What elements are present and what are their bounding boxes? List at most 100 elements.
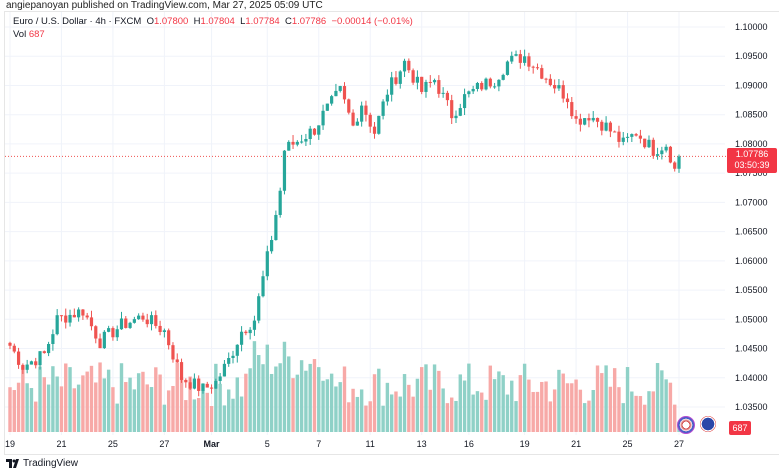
volume-bar [527, 379, 531, 432]
volume-bar [141, 371, 145, 432]
time-tick-label: 27 [674, 439, 684, 449]
volume-bar [12, 390, 16, 432]
volume-bar [244, 373, 248, 432]
candle-body [364, 105, 368, 115]
candle-body [574, 116, 578, 119]
volume-bar [145, 384, 149, 432]
time-tick-label: 16 [464, 439, 474, 449]
candle-body [201, 383, 205, 391]
volume-bar [450, 397, 454, 432]
candle-body [570, 102, 574, 117]
candle-body [119, 318, 124, 330]
candle-body [244, 331, 248, 334]
volume-bar [136, 373, 141, 432]
volume-bar [467, 363, 471, 432]
price-tick-label: 1.08000 [735, 139, 768, 149]
volume-bar [480, 392, 484, 432]
volume-bar [552, 389, 557, 432]
candle-body [518, 54, 522, 63]
candle-body [102, 331, 106, 349]
candle-body [111, 328, 115, 338]
volume-bar [196, 397, 201, 432]
volume-bar [128, 377, 132, 432]
eu-flag-icon[interactable] [700, 416, 716, 432]
volume-bar [514, 401, 518, 432]
candle-body [454, 115, 458, 119]
candle-body [154, 315, 158, 326]
candle-body [38, 351, 42, 366]
volume-bar [59, 386, 64, 432]
candle-body [351, 112, 355, 126]
candle-body [668, 146, 673, 163]
volume-bar [518, 375, 523, 432]
price-tick-label: 1.06500 [735, 227, 768, 237]
us-flag-icon[interactable] [677, 416, 695, 434]
candle-body [145, 319, 149, 325]
candle-body [557, 85, 561, 89]
candle-body [535, 67, 540, 69]
price-tick-label: 1.09500 [735, 51, 768, 61]
candle-body [25, 364, 29, 370]
volume-bar [329, 373, 334, 432]
time-tick-label: 19 [520, 439, 530, 449]
low-label: L [240, 16, 246, 27]
volume-bar [510, 380, 514, 432]
candle-body [124, 318, 128, 328]
volume-bar [368, 401, 372, 432]
candle-body [450, 100, 454, 119]
volume-bar [381, 405, 385, 432]
candle-body [625, 136, 630, 138]
candle-body [227, 357, 231, 364]
candle-body [278, 190, 282, 215]
volume-bar [673, 404, 677, 432]
candle-body [239, 331, 244, 345]
volume-bar [25, 383, 29, 432]
volume-bar [334, 386, 338, 432]
candle-body [360, 105, 364, 122]
time-tick-label: 5 [265, 439, 270, 449]
candle-body [677, 156, 681, 169]
volume-bar [638, 396, 643, 432]
current-price: 1.07786 [735, 149, 769, 159]
volume-bar [647, 391, 651, 432]
candle-body [402, 60, 407, 72]
volume-bar [282, 341, 287, 432]
candle-body [295, 141, 299, 145]
price-tick-label: 1.07500 [735, 168, 768, 178]
volume-bar [76, 384, 81, 432]
candle-body [462, 94, 467, 109]
candle-body [94, 326, 98, 339]
candle-body [514, 54, 518, 56]
volume-bar [106, 369, 111, 432]
volume-bar [548, 401, 553, 432]
candle-body [673, 162, 677, 169]
time-tick-label: 13 [417, 439, 427, 449]
price-tick-label: 1.08500 [735, 110, 768, 120]
volume-bar [205, 392, 209, 432]
candle-body [501, 74, 505, 80]
volume-bar [124, 382, 128, 432]
price-tick-label: 1.03500 [735, 402, 768, 412]
volume-bar [634, 395, 638, 432]
volume-bar [269, 373, 274, 432]
candle-body [510, 55, 514, 62]
chart-frame[interactable] [4, 11, 779, 455]
volume-bar [531, 391, 535, 432]
candle-body [59, 315, 64, 317]
candle-body [420, 76, 424, 92]
volume-bar [492, 379, 497, 432]
volume-bar [162, 404, 167, 432]
volume-bar [668, 382, 673, 432]
volume-bar [488, 365, 493, 432]
tradingview-logo-icon [6, 458, 19, 468]
candle-body [330, 96, 334, 104]
candle-body [347, 99, 351, 113]
close-value: 1.07786 [291, 16, 327, 27]
candle-body [651, 139, 655, 156]
volume-bar [625, 367, 630, 432]
volume-bar [595, 365, 600, 432]
volume-bar [591, 390, 595, 432]
volume-bar [235, 377, 239, 432]
candle-body [46, 343, 51, 354]
